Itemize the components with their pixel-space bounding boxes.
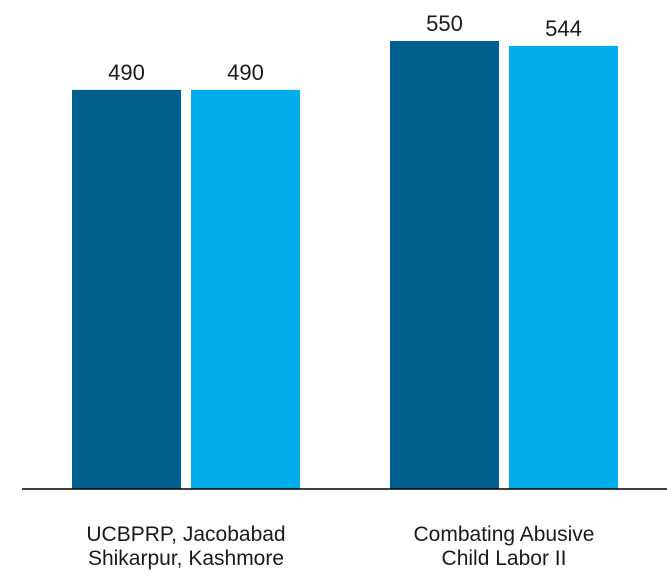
data-label-2-series-2: 544 — [545, 16, 582, 41]
category-label-1-line-2: Shikarpur, Kashmore — [88, 547, 284, 570]
data-label-1-series-2: 490 — [227, 60, 264, 85]
value-labels-group: 490 490 550 544 — [108, 11, 582, 85]
bar-2-series-1 — [390, 41, 499, 489]
category-label-2-line-1: Combating Abusive — [414, 523, 595, 546]
bar-2-series-2 — [509, 45, 618, 490]
category-label-2-line-2: Child Labor II — [442, 547, 567, 570]
bar-1-series-2 — [191, 89, 300, 489]
category-label-1-line-1: UCBPRP, Jacobabad — [86, 523, 285, 546]
bar-1-series-1 — [72, 89, 181, 489]
bars-group — [72, 41, 618, 490]
data-label-1-series-1: 490 — [108, 60, 145, 85]
data-label-2-series-1: 550 — [426, 11, 463, 36]
